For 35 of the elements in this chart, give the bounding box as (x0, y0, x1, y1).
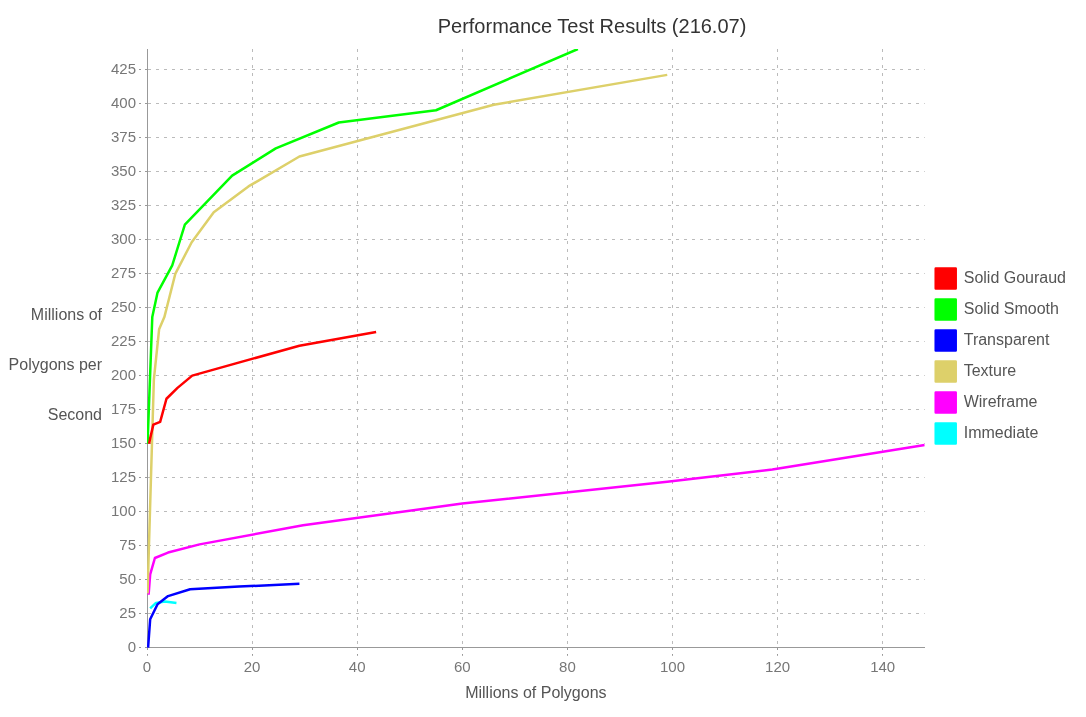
y-tick-label: 350 (111, 161, 137, 179)
legend-label: Wireframe (963, 392, 1038, 410)
text: Millions of Polygons per Second (8, 306, 102, 423)
x-tick-label: 120 (765, 657, 791, 675)
y-tick-label: 300 (111, 229, 137, 247)
y-tick-label: 200 (111, 365, 137, 383)
x-tick-label: 60 (453, 657, 471, 675)
y-tick-label: 75 (119, 535, 137, 553)
y-tick-label: 425 (111, 59, 137, 77)
y-tick-label: 250 (111, 297, 137, 315)
y-tick-label: 225 (111, 331, 137, 349)
y-tick-label: 100 (111, 501, 137, 519)
y-tick-label: 375 (111, 127, 137, 145)
y-tick-label: 400 (111, 93, 137, 111)
x-tick-label: 40 (348, 657, 366, 675)
y-tick-label: 175 (111, 399, 137, 417)
y-tick-label: 25 (119, 603, 137, 621)
legend-label: Solid Smooth (963, 299, 1059, 317)
y-tick-label: 125 (111, 467, 137, 485)
x-tick-label: 80 (559, 657, 576, 675)
x-tick-label: 140 (870, 657, 896, 675)
x-axis-title: Millions of Polygons (465, 683, 607, 701)
x-tick-label: 0 (142, 657, 152, 675)
y-tick-label: 325 (111, 195, 137, 213)
x-tick-label: 20 (243, 657, 261, 675)
legend-label: Transparent (963, 330, 1050, 348)
y-tick-label: 50 (119, 569, 137, 587)
x-tick-label: 100 (659, 657, 685, 675)
y-tick-label: 0 (127, 637, 137, 655)
legend-label: Texture (963, 361, 1017, 379)
y-tick-label: 275 (111, 263, 137, 281)
legend-label: Immediate (963, 423, 1039, 441)
legend-label: Solid Gouraud (963, 268, 1067, 286)
chart-title: Performance Test Results (216.07) (437, 14, 747, 37)
y-tick-label: 150 (111, 433, 137, 451)
